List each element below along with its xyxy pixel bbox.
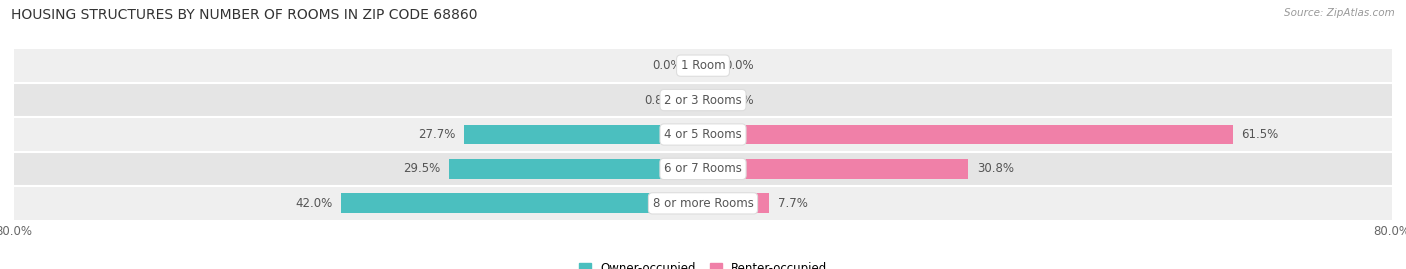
Bar: [14, 186, 1392, 221]
Text: 4 or 5 Rooms: 4 or 5 Rooms: [664, 128, 742, 141]
Text: 0.89%: 0.89%: [644, 94, 682, 107]
Text: 7.7%: 7.7%: [778, 197, 808, 210]
Bar: [449, 159, 703, 179]
Text: 0.0%: 0.0%: [724, 94, 754, 107]
Text: 1 Room: 1 Room: [681, 59, 725, 72]
Text: 27.7%: 27.7%: [419, 128, 456, 141]
Text: 42.0%: 42.0%: [295, 197, 333, 210]
Legend: Owner-occupied, Renter-occupied: Owner-occupied, Renter-occupied: [574, 258, 832, 269]
Text: 29.5%: 29.5%: [404, 162, 440, 175]
Bar: [696, 90, 703, 110]
Bar: [14, 117, 1392, 152]
Text: 0.0%: 0.0%: [724, 59, 754, 72]
Bar: [14, 152, 1392, 186]
Bar: [14, 48, 1392, 83]
Text: HOUSING STRUCTURES BY NUMBER OF ROOMS IN ZIP CODE 68860: HOUSING STRUCTURES BY NUMBER OF ROOMS IN…: [11, 8, 478, 22]
Text: 2 or 3 Rooms: 2 or 3 Rooms: [664, 94, 742, 107]
Bar: [703, 159, 969, 179]
Text: 61.5%: 61.5%: [1241, 128, 1278, 141]
Text: 0.0%: 0.0%: [652, 59, 682, 72]
Bar: [703, 125, 1233, 144]
Text: Source: ZipAtlas.com: Source: ZipAtlas.com: [1284, 8, 1395, 18]
Bar: [14, 83, 1392, 117]
Bar: [703, 193, 769, 213]
Text: 30.8%: 30.8%: [977, 162, 1014, 175]
Text: 8 or more Rooms: 8 or more Rooms: [652, 197, 754, 210]
Text: 6 or 7 Rooms: 6 or 7 Rooms: [664, 162, 742, 175]
Bar: [464, 125, 703, 144]
Bar: [342, 193, 703, 213]
